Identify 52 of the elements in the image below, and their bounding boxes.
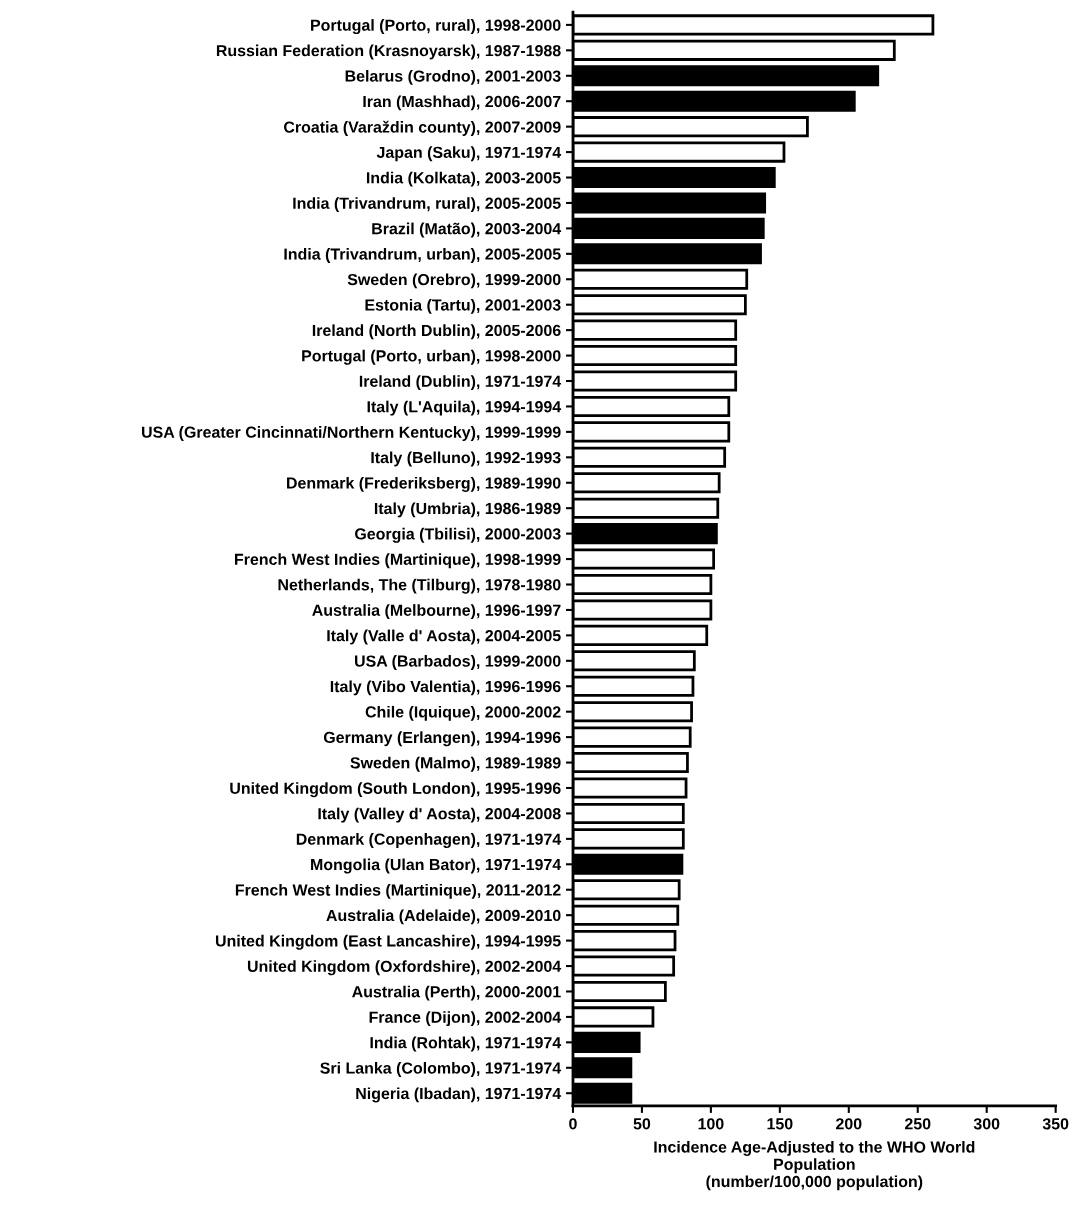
y-tick-label: Portugal (Porto, rural), 1998-2000 [311, 19, 561, 35]
y-tick-label: Chile (Iquique), 2000-2002 [365, 705, 561, 721]
y-tick-label: USA (Greater Cincinnati/Northern Kentucky), 1999-1999 [142, 426, 561, 441]
y-tick-label: Italy (L'Aquila), 1994-1994 [367, 400, 562, 416]
y-tick-label: French West Indies (Martinique), 1998-1999 [235, 553, 561, 569]
y-tick-label: Germany (Erlangen), 1994-1996 [323, 731, 561, 747]
y-tick-label: Estonia (Tartu), 2001-2003 [365, 298, 561, 314]
y-tick-label: India (Rohtak), 1971-1974 [370, 1036, 562, 1052]
y-tick-label: Italy (Valley d' Aosta), 2004-2008 [318, 807, 561, 823]
x-tick-label: 150 [767, 1118, 793, 1130]
y-tick-label: Portugal (Porto, urban), 1998-2000 [302, 349, 561, 365]
y-tick-label: Sweden (Malmo), 1989-1989 [350, 756, 561, 772]
x-tick-label: 50 [633, 1118, 651, 1130]
x-axis-title: Incidence Age-Adjusted to the WHO World Population (number/100,000 population) [654, 1140, 975, 1191]
x-tick-label: 200 [836, 1118, 862, 1130]
y-tick-label: Brazil (Matão), 2003-2004 [372, 222, 562, 238]
y-tick-label: France (Dijon), 2002-2004 [369, 1011, 562, 1027]
y-tick-label: USA (Barbados), 1999-2000 [355, 655, 561, 670]
y-tick-label: Mongolia (Ulan Bator), 1971-1974 [311, 858, 562, 874]
y-tick-label: United Kingdom (Oxfordshire), 2002-2004 [247, 960, 562, 976]
y-tick-label: Nigeria (Ibadan), 1971-1974 [356, 1087, 562, 1103]
y-tick-label: Ireland (North Dublin), 2005-2006 [312, 324, 561, 340]
y-tick-label: India (Trivandrum, urban), 2005-2005 [284, 248, 561, 263]
y-tick-label: Sri Lanka (Colombo), 1971-1974 [320, 1062, 562, 1077]
x-tick-label: 0 [569, 1118, 577, 1130]
y-tick-label: Sweden (Orebro), 1999-2000 [347, 273, 561, 289]
y-tick-label: Iran (Mashhad), 2006-2007 [363, 95, 561, 111]
y-tick-label: United Kingdom (South London), 1995-1996 [230, 782, 561, 798]
y-tick-label: Japan (Saku), 1971-1974 [376, 146, 562, 162]
y-tick-label: Russian Federation (Krasnoyarsk), 1987-1988 [216, 44, 561, 60]
y-tick-label: Australia (Perth), 2000-2001 [352, 985, 561, 1001]
y-tick-label: United Kingdom (East Lancashire), 1994-1995 [215, 934, 561, 950]
y-tick-label: Croatia (Varaždin county), 2007-2009 [284, 120, 561, 136]
y-tick-label: Denmark (Frederiksberg), 1989-1990 [287, 476, 561, 492]
y-tick-label: Netherlands, The (Tilburg), 1978-1980 [278, 578, 561, 594]
y-tick-label: Australia (Melbourne), 1996-1997 [312, 604, 561, 620]
y-tick-label: Denmark (Copenhagen), 1971-1974 [296, 833, 562, 849]
y-tick-label: Italy (Valle d' Aosta), 2004-2005 [327, 629, 561, 645]
y-tick-label: Georgia (Tbilisi), 2000-2003 [355, 527, 561, 543]
x-tick-label: 250 [904, 1118, 931, 1130]
y-tick-label: Italy (Umbria), 1986-1989 [374, 502, 561, 518]
x-tick-label: 300 [973, 1118, 1000, 1130]
y-tick-label: Italy (Belluno), 1992-1993 [371, 451, 561, 467]
y-tick-label: Ireland (Dublin), 1971-1974 [359, 375, 562, 391]
y-tick-label: Italy (Vibo Valentia), 1996-1996 [330, 680, 561, 696]
x-tick-label: 100 [698, 1118, 724, 1130]
y-tick-label: French West Indies (Martinique), 2011-2012 [235, 883, 561, 899]
x-tick-label: 350 [1042, 1118, 1069, 1130]
y-tick-label: India (Trivandrum, rural), 2005-2005 [293, 197, 561, 213]
y-tick-label: India (Kolkata), 2003-2005 [366, 171, 561, 187]
y-tick-label: Australia (Adelaide), 2009-2010 [326, 909, 561, 925]
y-tick-label: Belarus (Grodno), 2001-2003 [345, 69, 561, 85]
